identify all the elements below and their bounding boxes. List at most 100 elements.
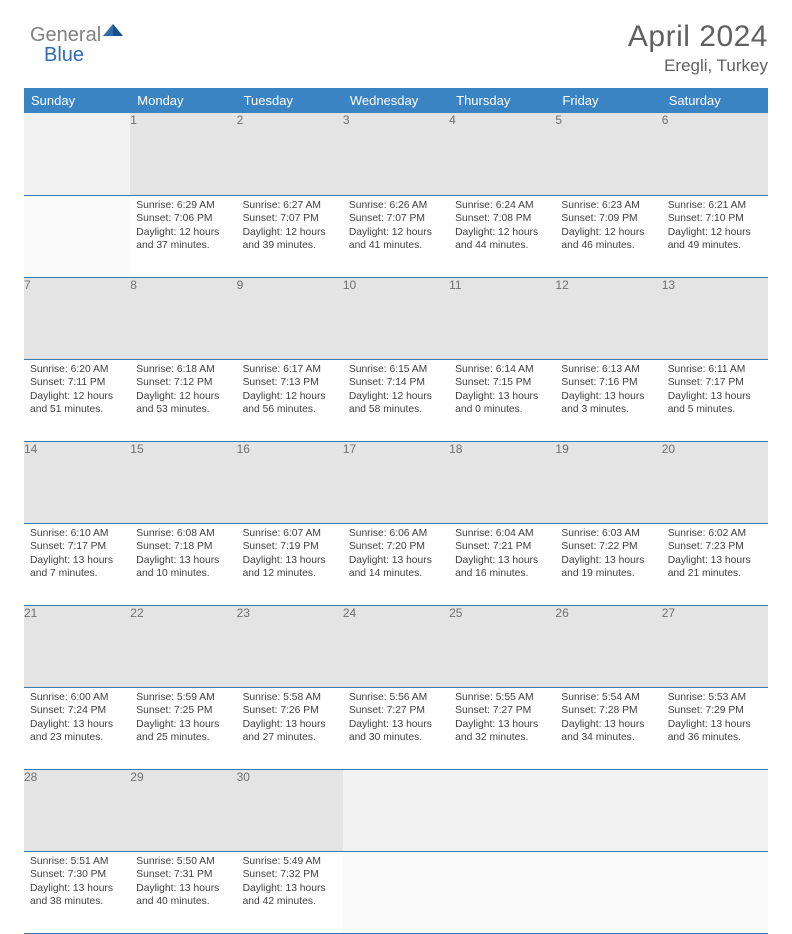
day2-text: and 5 minutes. — [668, 403, 762, 417]
day2-text: and 19 minutes. — [561, 567, 655, 581]
sunset-text: Sunset: 7:27 PM — [455, 704, 549, 718]
day-number-cell: 13 — [662, 277, 768, 359]
day-number-cell: 29 — [130, 769, 236, 851]
sunset-text: Sunset: 7:15 PM — [455, 376, 549, 390]
day2-text: and 27 minutes. — [243, 731, 337, 745]
day-number-cell: 18 — [449, 441, 555, 523]
daynum-row: 14151617181920 — [24, 441, 768, 523]
day-number-cell: 12 — [555, 277, 661, 359]
day1-text: Daylight: 13 hours — [561, 390, 655, 404]
day-number-cell: 23 — [237, 605, 343, 687]
sunset-text: Sunset: 7:09 PM — [561, 212, 655, 226]
day2-text: and 51 minutes. — [30, 403, 124, 417]
day2-text: and 14 minutes. — [349, 567, 443, 581]
day-number-cell: 22 — [130, 605, 236, 687]
day2-text: and 53 minutes. — [136, 403, 230, 417]
sunset-text: Sunset: 7:25 PM — [136, 704, 230, 718]
sunset-text: Sunset: 7:10 PM — [668, 212, 762, 226]
sunset-text: Sunset: 7:18 PM — [136, 540, 230, 554]
day-cell: Sunrise: 6:02 AMSunset: 7:23 PMDaylight:… — [662, 523, 768, 605]
day-cell: Sunrise: 5:54 AMSunset: 7:28 PMDaylight:… — [555, 687, 661, 769]
day-number-cell: 27 — [662, 605, 768, 687]
day-number-cell — [662, 769, 768, 851]
day1-text: Daylight: 13 hours — [349, 718, 443, 732]
day2-text: and 0 minutes. — [455, 403, 549, 417]
day-cell: Sunrise: 5:58 AMSunset: 7:26 PMDaylight:… — [237, 687, 343, 769]
sunset-text: Sunset: 7:14 PM — [349, 376, 443, 390]
day-number-cell: 7 — [24, 277, 130, 359]
sunset-text: Sunset: 7:29 PM — [668, 704, 762, 718]
sunrise-text: Sunrise: 5:50 AM — [136, 855, 230, 869]
sunset-text: Sunset: 7:06 PM — [136, 212, 230, 226]
day-cell: Sunrise: 6:29 AMSunset: 7:06 PMDaylight:… — [130, 195, 236, 277]
sunrise-text: Sunrise: 6:07 AM — [243, 527, 337, 541]
daynum-row: 21222324252627 — [24, 605, 768, 687]
day2-text: and 40 minutes. — [136, 895, 230, 909]
day1-text: Daylight: 13 hours — [136, 882, 230, 896]
week-row: Sunrise: 6:20 AMSunset: 7:11 PMDaylight:… — [24, 359, 768, 441]
day-number-cell: 17 — [343, 441, 449, 523]
day1-text: Daylight: 13 hours — [668, 554, 762, 568]
day1-text: Daylight: 13 hours — [349, 554, 443, 568]
location-label: Eregli, Turkey — [24, 56, 768, 76]
day2-text: and 39 minutes. — [243, 239, 337, 253]
sunset-text: Sunset: 7:11 PM — [30, 376, 124, 390]
dayhdr-wed: Wednesday — [343, 88, 449, 113]
day-number-cell: 1 — [130, 113, 236, 195]
day-cell: Sunrise: 6:23 AMSunset: 7:09 PMDaylight:… — [555, 195, 661, 277]
dayhdr-thu: Thursday — [449, 88, 555, 113]
day2-text: and 7 minutes. — [30, 567, 124, 581]
day-cell: Sunrise: 6:08 AMSunset: 7:18 PMDaylight:… — [130, 523, 236, 605]
day-number-cell: 28 — [24, 769, 130, 851]
sunset-text: Sunset: 7:07 PM — [349, 212, 443, 226]
day-number-cell: 5 — [555, 113, 661, 195]
sunrise-text: Sunrise: 6:00 AM — [30, 691, 124, 705]
dayhdr-sun: Sunday — [24, 88, 130, 113]
day2-text: and 32 minutes. — [455, 731, 549, 745]
day-cell: Sunrise: 6:26 AMSunset: 7:07 PMDaylight:… — [343, 195, 449, 277]
dayhdr-fri: Friday — [555, 88, 661, 113]
day-number-cell: 11 — [449, 277, 555, 359]
week-row: Sunrise: 6:29 AMSunset: 7:06 PMDaylight:… — [24, 195, 768, 277]
day-cell: Sunrise: 5:56 AMSunset: 7:27 PMDaylight:… — [343, 687, 449, 769]
sunrise-text: Sunrise: 6:10 AM — [30, 527, 124, 541]
sunset-text: Sunset: 7:21 PM — [455, 540, 549, 554]
sunrise-text: Sunrise: 6:20 AM — [30, 363, 124, 377]
sunset-text: Sunset: 7:17 PM — [668, 376, 762, 390]
day-cell: Sunrise: 6:03 AMSunset: 7:22 PMDaylight:… — [555, 523, 661, 605]
sunset-text: Sunset: 7:07 PM — [243, 212, 337, 226]
sunset-text: Sunset: 7:12 PM — [136, 376, 230, 390]
sunset-text: Sunset: 7:31 PM — [136, 868, 230, 882]
day-cell: Sunrise: 5:55 AMSunset: 7:27 PMDaylight:… — [449, 687, 555, 769]
sunset-text: Sunset: 7:30 PM — [30, 868, 124, 882]
day2-text: and 10 minutes. — [136, 567, 230, 581]
day2-text: and 3 minutes. — [561, 403, 655, 417]
page-header: April 2024 Eregli, Turkey — [24, 20, 768, 76]
sunrise-text: Sunrise: 6:02 AM — [668, 527, 762, 541]
day-number-cell: 9 — [237, 277, 343, 359]
sunset-text: Sunset: 7:20 PM — [349, 540, 443, 554]
day1-text: Daylight: 12 hours — [30, 390, 124, 404]
day-cell — [555, 851, 661, 933]
sunrise-text: Sunrise: 6:14 AM — [455, 363, 549, 377]
day2-text: and 49 minutes. — [668, 239, 762, 253]
day-cell: Sunrise: 6:18 AMSunset: 7:12 PMDaylight:… — [130, 359, 236, 441]
day1-text: Daylight: 12 hours — [243, 390, 337, 404]
sunrise-text: Sunrise: 6:13 AM — [561, 363, 655, 377]
day2-text: and 42 minutes. — [243, 895, 337, 909]
day1-text: Daylight: 12 hours — [136, 226, 230, 240]
day-cell: Sunrise: 6:13 AMSunset: 7:16 PMDaylight:… — [555, 359, 661, 441]
day1-text: Daylight: 12 hours — [136, 390, 230, 404]
day-cell: Sunrise: 6:00 AMSunset: 7:24 PMDaylight:… — [24, 687, 130, 769]
day-number-cell: 4 — [449, 113, 555, 195]
dayhdr-sat: Saturday — [662, 88, 768, 113]
day1-text: Daylight: 13 hours — [30, 554, 124, 568]
brand-text-2: Blue — [44, 44, 84, 66]
sunrise-text: Sunrise: 6:18 AM — [136, 363, 230, 377]
sunrise-text: Sunrise: 5:49 AM — [243, 855, 337, 869]
sunset-text: Sunset: 7:24 PM — [30, 704, 124, 718]
day-cell: Sunrise: 5:59 AMSunset: 7:25 PMDaylight:… — [130, 687, 236, 769]
sunset-text: Sunset: 7:17 PM — [30, 540, 124, 554]
day1-text: Daylight: 13 hours — [561, 554, 655, 568]
week-row: Sunrise: 6:10 AMSunset: 7:17 PMDaylight:… — [24, 523, 768, 605]
